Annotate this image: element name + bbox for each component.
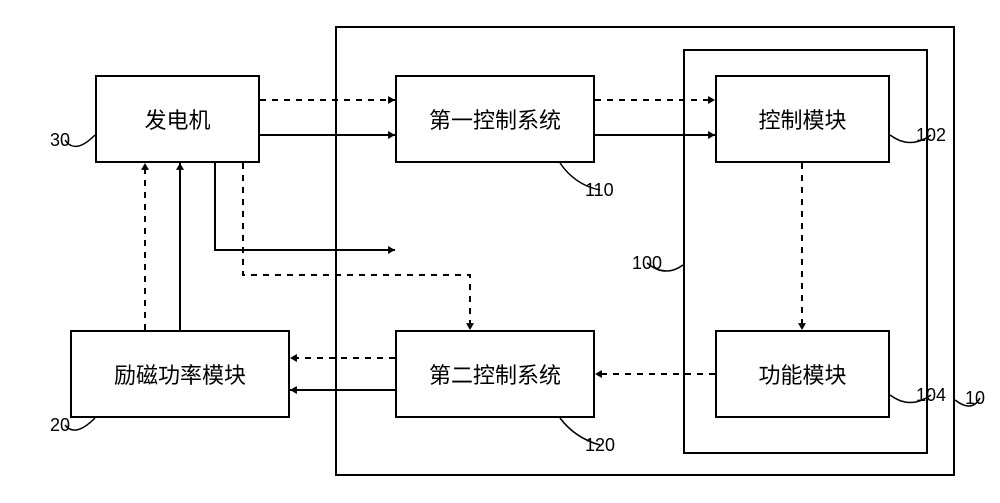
ref-120: 120: [585, 435, 615, 456]
control-module-block: 控制模块: [715, 75, 890, 163]
control-module-label: 控制模块: [758, 103, 846, 135]
generator-block: 发电机: [95, 75, 260, 163]
first-control-label: 第一控制系统: [429, 103, 561, 135]
first-control-block: 第一控制系统: [395, 75, 595, 163]
ref-104: 104: [916, 385, 946, 406]
ref-10: 10: [965, 388, 985, 409]
excitation-label: 励磁功率模块: [114, 358, 246, 390]
function-module-block: 功能模块: [715, 330, 890, 418]
second-control-block: 第二控制系统: [395, 330, 595, 418]
function-module-label: 功能模块: [758, 358, 846, 390]
ref-20: 20: [50, 415, 70, 436]
ref-100: 100: [632, 253, 662, 274]
generator-label: 发电机: [144, 103, 210, 135]
ref-30: 30: [50, 130, 70, 151]
second-control-label: 第二控制系统: [429, 358, 561, 390]
excitation-block: 励磁功率模块: [70, 330, 290, 418]
ref-102: 102: [916, 125, 946, 146]
ref-110: 110: [585, 180, 614, 201]
